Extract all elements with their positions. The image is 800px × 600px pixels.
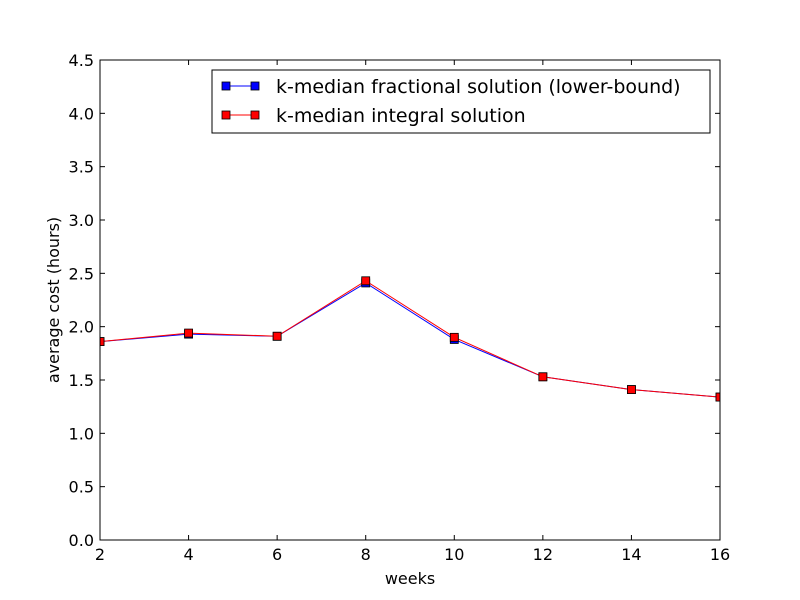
y-tick-label: 3.5: [69, 158, 94, 177]
legend-label: k-median fractional solution (lower-boun…: [276, 76, 681, 98]
y-tick-label: 4.0: [69, 104, 94, 123]
x-tick-label: 8: [361, 545, 371, 564]
data-point-marker: [538, 372, 548, 382]
data-point-marker: [627, 385, 636, 395]
x-axis-label: weeks: [385, 569, 435, 588]
y-axis-label: average cost (hours): [44, 217, 63, 383]
ticks-layer: 2 4 6 8 10 12 14 16 0.0 0.5 1.0 1.5 2.0 2.5 3.0 3.5 4.0 4…: [69, 51, 731, 564]
y-tick-label: 1.0: [69, 424, 94, 443]
legend-item-2: k-median integral solution: [221, 105, 526, 127]
legend-marker: [250, 110, 260, 120]
y-tick-label: 3.0: [69, 211, 94, 230]
y-tick-label: 1.5: [69, 371, 94, 390]
y-tick-label: 2.0: [69, 318, 94, 337]
data-point-marker: [449, 332, 459, 342]
x-tick-label: 14: [621, 545, 641, 564]
legend-label: k-median integral solution: [276, 105, 526, 127]
y-tick-label: 0.5: [69, 478, 94, 497]
data-point-marker: [715, 392, 720, 402]
data-point-marker: [272, 331, 282, 341]
y-tick-label: 0.0: [69, 531, 94, 550]
legend-box: [211, 69, 711, 134]
legend-marker: [250, 81, 260, 91]
x-tick-label: 10: [444, 545, 464, 564]
data-point-marker: [361, 276, 371, 286]
axes-frame: [99, 59, 721, 541]
x-tick-label: 4: [183, 545, 193, 564]
legend-marker: [221, 110, 231, 120]
data-point-marker: [100, 337, 105, 347]
series-line: [100, 280, 720, 398]
x-tick-label: 16: [710, 545, 730, 564]
legend-marker: [221, 81, 231, 91]
y-tick-label: 4.5: [69, 51, 94, 70]
data-point-marker: [184, 328, 193, 338]
x-tick-label: 12: [533, 545, 553, 564]
legend: k-median fractional solution (lower-boun…: [211, 69, 711, 134]
x-tick-label: 6: [272, 545, 282, 564]
legend-item-1: k-median fractional solution (lower-boun…: [221, 76, 681, 98]
y-tick-label: 2.5: [69, 264, 94, 283]
x-tick-label: 2: [95, 545, 105, 564]
series-layer: [100, 276, 720, 402]
series-2: [100, 276, 720, 402]
